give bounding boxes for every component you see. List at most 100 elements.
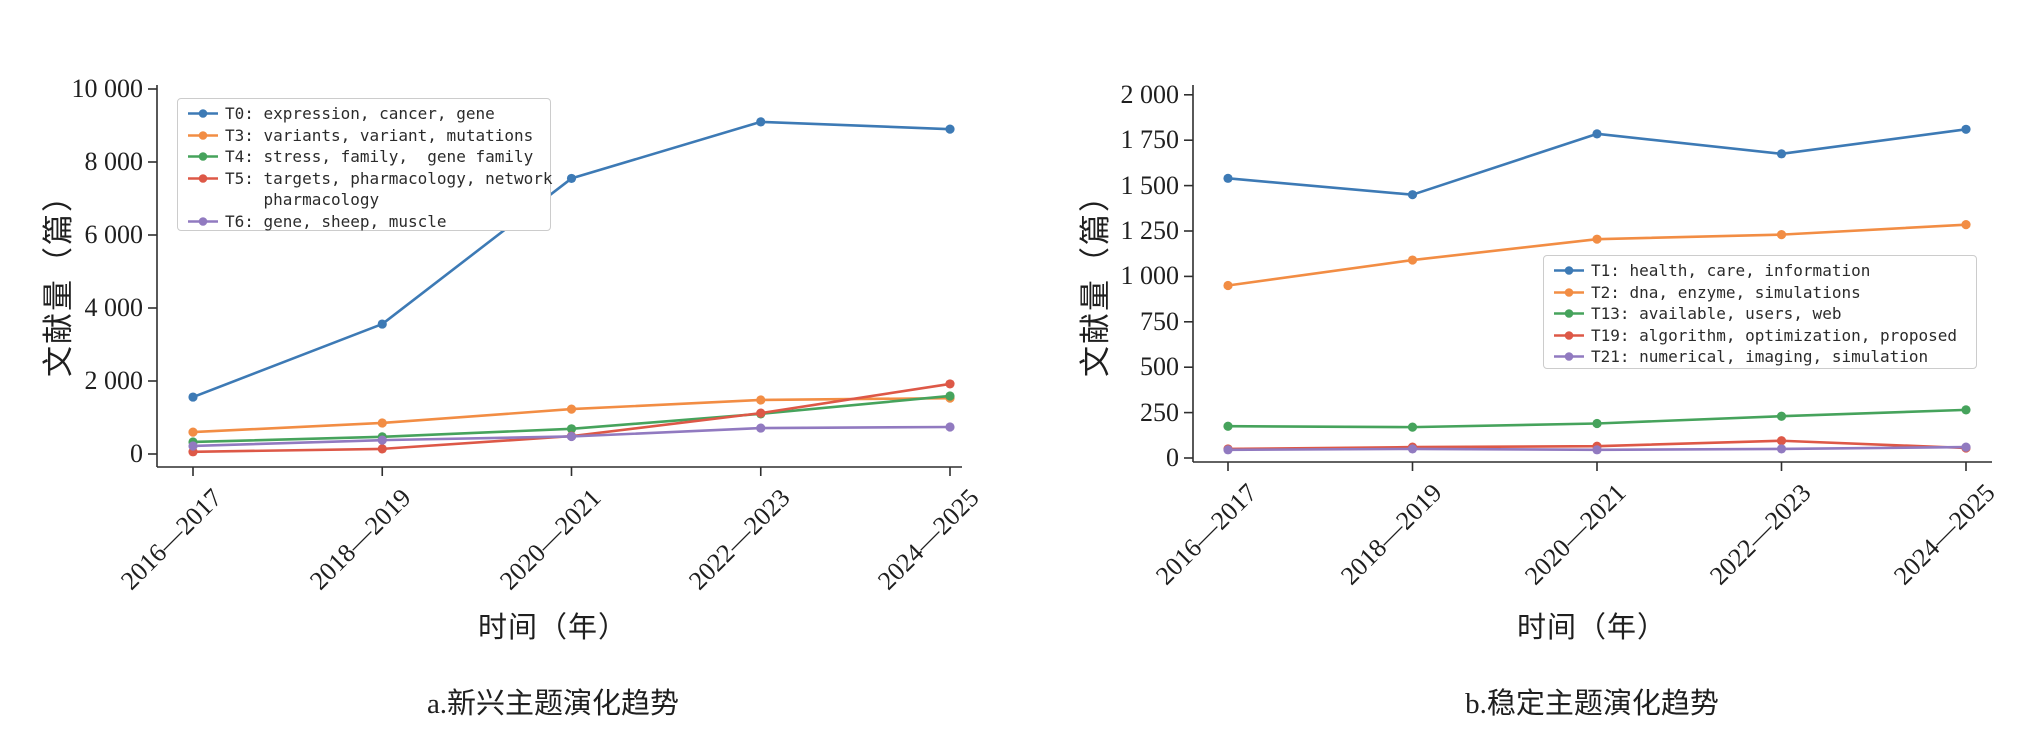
x-axis-label-a: 时间（年）: [477, 612, 628, 644]
legend-label-line: T2: dna, enzyme, simulations: [1591, 282, 1861, 302]
y-tick-label: 1 750: [1120, 125, 1180, 155]
legend-label-line: T6: gene, sheep, muscle: [225, 211, 447, 231]
legend-line-dot-icon: [1554, 352, 1584, 361]
data-point-T2: [1592, 234, 1602, 244]
data-point-T21: [1407, 444, 1418, 454]
caption-b: b.稳定主题演化趋势: [1465, 688, 1719, 720]
data-point-T21: [1592, 445, 1602, 455]
data-point-T21: [1961, 442, 1971, 452]
caption-a: a.新兴主题演化趋势: [426, 688, 680, 720]
legend-line-dot-icon: [188, 216, 218, 226]
legend-label-line: T19: algorithm, optimization, proposed: [1591, 325, 1958, 345]
legend-label-line: T4: stress, family, gene family: [225, 147, 534, 166]
y-tick-label: 0: [130, 439, 143, 468]
legend-label-line: T0: expression, cancer, gene: [225, 104, 495, 123]
data-point-T4: [566, 424, 577, 434]
legend-item-T6: T6: gene, sheep, muscle: [186, 211, 542, 233]
legend-label-line: T1: health, care, information: [1591, 261, 1871, 280]
data-point-T6: [377, 435, 387, 445]
data-point-T1: [1223, 173, 1233, 183]
data-point-T13: [1407, 422, 1418, 432]
data-point-T13: [1223, 421, 1233, 431]
legend-b: T1: health, care, information T2: dna, en…: [1543, 255, 1977, 369]
data-point-T1: [1776, 149, 1787, 159]
y-tick-label: 0: [1166, 443, 1179, 472]
data-point-T2: [1776, 230, 1787, 240]
legend-label-line: pharmacology: [225, 190, 380, 209]
legend-label-line: T21: numerical, imaging, simulation: [1591, 347, 1929, 366]
legend-item-T5: T5: targets, pharmacology, network pharm…: [186, 168, 553, 211]
y-tick-label: 8 000: [84, 147, 144, 176]
legend-line-dot-icon: [188, 152, 218, 161]
legend-item-T4: T4: stress, family, gene family: [186, 146, 542, 168]
y-tick-label: 1 250: [1120, 216, 1180, 245]
data-point-T2: [1223, 280, 1233, 291]
data-point-T13: [1776, 411, 1787, 421]
data-point-T5: [945, 379, 955, 389]
data-point-T5: [377, 444, 387, 454]
data-point-T6: [945, 422, 955, 432]
legend-line-dot-icon: [1554, 287, 1584, 297]
legend-item-T3: T3: variants, variant, mutations: [186, 125, 542, 147]
data-point-T6: [188, 441, 198, 451]
legend-label-line: T5: targets, pharmacology, network: [225, 168, 553, 188]
data-point-T1: [1961, 124, 1971, 134]
legend-label: T21: numerical, imaging, simulation: [1591, 346, 1928, 368]
legend-label: T6: gene, sheep, muscle: [225, 211, 447, 233]
data-point-T19: [1776, 436, 1787, 446]
data-point-T3: [188, 427, 198, 437]
y-tick-label: 500: [1140, 352, 1179, 382]
legend-label-line: T3: variants, variant, mutations: [225, 125, 534, 145]
data-point-T13: [1592, 418, 1602, 429]
legend-label-line: T13: available, users, web: [1591, 304, 1842, 323]
legend-line-dot-icon: [1554, 309, 1584, 318]
y-tick-label: 750: [1140, 306, 1179, 336]
legend-label: T19: algorithm, optimization, proposed: [1591, 325, 1957, 347]
data-point-T0: [945, 124, 955, 134]
series-line-T1: [1226, 128, 1968, 196]
data-point-T5: [756, 408, 766, 418]
legend-label: T5: targets, pharmacology, network pharm…: [225, 168, 553, 211]
legend-label: T2: dna, enzyme, simulations: [1591, 282, 1861, 304]
y-tick-label: 1 500: [1120, 170, 1180, 200]
data-point-T4: [945, 391, 955, 401]
y-tick-label: 1 000: [1120, 261, 1180, 291]
legend-label: T13: available, users, web: [1591, 303, 1841, 325]
data-point-T6: [756, 423, 766, 433]
legend-item-T1: T1: health, care, information: [1552, 260, 1968, 282]
legend-item-T0: T0: expression, cancer, gene: [186, 103, 542, 125]
legend-line-dot-icon: [188, 173, 218, 183]
legend-a: T0: expression, cancer, gene T3: variants…: [177, 98, 553, 233]
legend-item-T2: T2: dna, enzyme, simulations: [1552, 282, 1968, 304]
data-point-T0: [566, 173, 577, 184]
data-point-T1: [1592, 129, 1602, 139]
legend-label: T4: stress, family, gene family: [225, 146, 533, 168]
legend-item-T13: T13: available, users, web: [1552, 303, 1968, 325]
legend-item-T19: T19: algorithm, optimization, proposed: [1552, 325, 1968, 347]
legend-line-dot-icon: [1554, 330, 1584, 340]
data-point-T3: [756, 395, 766, 405]
legend-line-dot-icon: [188, 130, 218, 140]
y-tick-label: 4 000: [84, 293, 144, 322]
legend-item-T21: T21: numerical, imaging, simulation: [1552, 346, 1968, 368]
data-point-T2: [1961, 220, 1971, 230]
data-point-T13: [1961, 405, 1971, 415]
y-tick-label: 6 000: [84, 220, 144, 249]
y-tick-label: 2 000: [1120, 79, 1180, 109]
legend-line-dot-icon: [188, 109, 218, 118]
data-point-T21: [1223, 445, 1233, 455]
legend-label: T3: variants, variant, mutations: [225, 125, 533, 147]
data-point-T3: [377, 418, 387, 428]
data-point-T6: [566, 431, 577, 442]
data-point-T0: [756, 117, 766, 127]
legend-line-dot-icon: [1554, 266, 1584, 275]
legend-label: T0: expression, cancer, gene: [225, 103, 495, 125]
data-point-T0: [188, 392, 198, 402]
data-point-T3: [566, 404, 577, 414]
y-tick-label: 10 000: [71, 74, 144, 103]
data-point-T2: [1407, 255, 1418, 265]
legend-label: T1: health, care, information: [1591, 260, 1870, 282]
data-point-T0: [377, 319, 387, 329]
